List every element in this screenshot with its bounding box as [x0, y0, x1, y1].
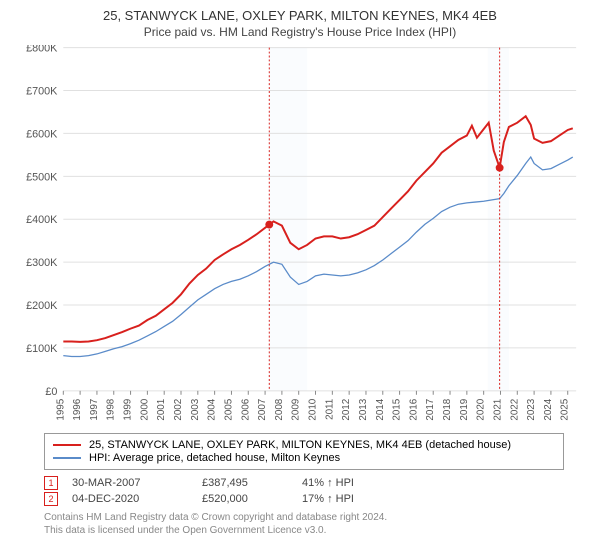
svg-text:2009: 2009	[291, 398, 302, 420]
svg-text:1996: 1996	[72, 398, 83, 420]
legend-item-hpi: HPI: Average price, detached house, Milt…	[53, 452, 555, 464]
svg-text:2007: 2007	[257, 399, 268, 421]
svg-text:1997: 1997	[89, 399, 100, 421]
row-marker-box: 1	[44, 476, 58, 490]
svg-text:£800K: £800K	[26, 45, 58, 55]
legend-item-property: 25, STANWYCK LANE, OXLEY PARK, MILTON KE…	[53, 439, 555, 451]
svg-text:£100K: £100K	[26, 343, 58, 355]
footer-attribution: Contains HM Land Registry data © Crown c…	[44, 512, 586, 537]
svg-text:2003: 2003	[190, 398, 201, 420]
svg-text:1995: 1995	[55, 398, 66, 420]
chart-container: 25, STANWYCK LANE, OXLEY PARK, MILTON KE…	[0, 0, 600, 560]
svg-text:2015: 2015	[392, 398, 403, 420]
svg-text:2011: 2011	[324, 399, 335, 420]
svg-text:1999: 1999	[123, 398, 134, 420]
transactions-table: 1 30-MAR-2007 £387,495 41% ↑ HPI 2 04-DE…	[44, 476, 586, 506]
svg-text:2021: 2021	[492, 399, 503, 421]
svg-text:2019: 2019	[459, 398, 470, 420]
svg-text:2006: 2006	[240, 398, 251, 420]
chart-area: 12 £0£100K£200K£300K£400K£500K£600K£700K…	[14, 45, 586, 425]
svg-text:2002: 2002	[173, 399, 184, 421]
row-pct: 17% ↑ HPI	[302, 493, 402, 505]
svg-text:2000: 2000	[139, 398, 150, 420]
row-price: £520,000	[202, 493, 302, 505]
svg-text:2012: 2012	[341, 399, 352, 421]
svg-text:2023: 2023	[526, 398, 537, 420]
svg-text:£0: £0	[45, 386, 57, 398]
svg-text:2008: 2008	[274, 398, 285, 420]
row-marker-box: 2	[44, 492, 58, 506]
svg-text:£500K: £500K	[26, 171, 58, 183]
svg-text:£600K: £600K	[26, 128, 58, 140]
chart-svg: 12 £0£100K£200K£300K£400K£500K£600K£700K…	[14, 45, 586, 425]
svg-text:2013: 2013	[358, 398, 369, 420]
legend-box: 25, STANWYCK LANE, OXLEY PARK, MILTON KE…	[44, 433, 564, 470]
row-marker-num: 2	[48, 494, 53, 504]
legend-swatch-property	[53, 444, 81, 446]
svg-text:£300K: £300K	[26, 257, 58, 269]
svg-text:2004: 2004	[207, 398, 218, 420]
title-block: 25, STANWYCK LANE, OXLEY PARK, MILTON KE…	[14, 8, 586, 39]
row-price: £387,495	[202, 477, 302, 489]
row-date: 30-MAR-2007	[72, 477, 202, 489]
row-pct: 41% ↑ HPI	[302, 477, 402, 489]
svg-text:£700K: £700K	[26, 85, 58, 97]
table-row: 2 04-DEC-2020 £520,000 17% ↑ HPI	[44, 492, 586, 506]
svg-text:2018: 2018	[442, 398, 453, 420]
legend-label-property: 25, STANWYCK LANE, OXLEY PARK, MILTON KE…	[89, 439, 511, 451]
title-subtitle: Price paid vs. HM Land Registry's House …	[14, 25, 586, 39]
svg-text:2025: 2025	[560, 398, 571, 420]
svg-text:2020: 2020	[476, 398, 487, 420]
legend-label-hpi: HPI: Average price, detached house, Milt…	[89, 452, 340, 464]
table-row: 1 30-MAR-2007 £387,495 41% ↑ HPI	[44, 476, 586, 490]
svg-text:2001: 2001	[156, 399, 167, 421]
svg-text:2017: 2017	[425, 399, 436, 421]
footer-line2: This data is licensed under the Open Gov…	[44, 525, 586, 538]
svg-text:£400K: £400K	[26, 214, 58, 226]
footer-line1: Contains HM Land Registry data © Crown c…	[44, 512, 586, 525]
svg-text:2016: 2016	[408, 398, 419, 420]
row-marker-num: 1	[48, 478, 53, 488]
legend-swatch-hpi	[53, 457, 81, 459]
title-address: 25, STANWYCK LANE, OXLEY PARK, MILTON KE…	[14, 8, 586, 23]
svg-text:1998: 1998	[106, 398, 117, 420]
svg-text:2014: 2014	[375, 398, 386, 420]
svg-text:2005: 2005	[223, 398, 234, 420]
row-date: 04-DEC-2020	[72, 493, 202, 505]
svg-text:2024: 2024	[543, 398, 554, 420]
svg-text:£200K: £200K	[26, 300, 58, 312]
svg-text:2010: 2010	[308, 398, 319, 420]
svg-text:2022: 2022	[509, 399, 520, 421]
